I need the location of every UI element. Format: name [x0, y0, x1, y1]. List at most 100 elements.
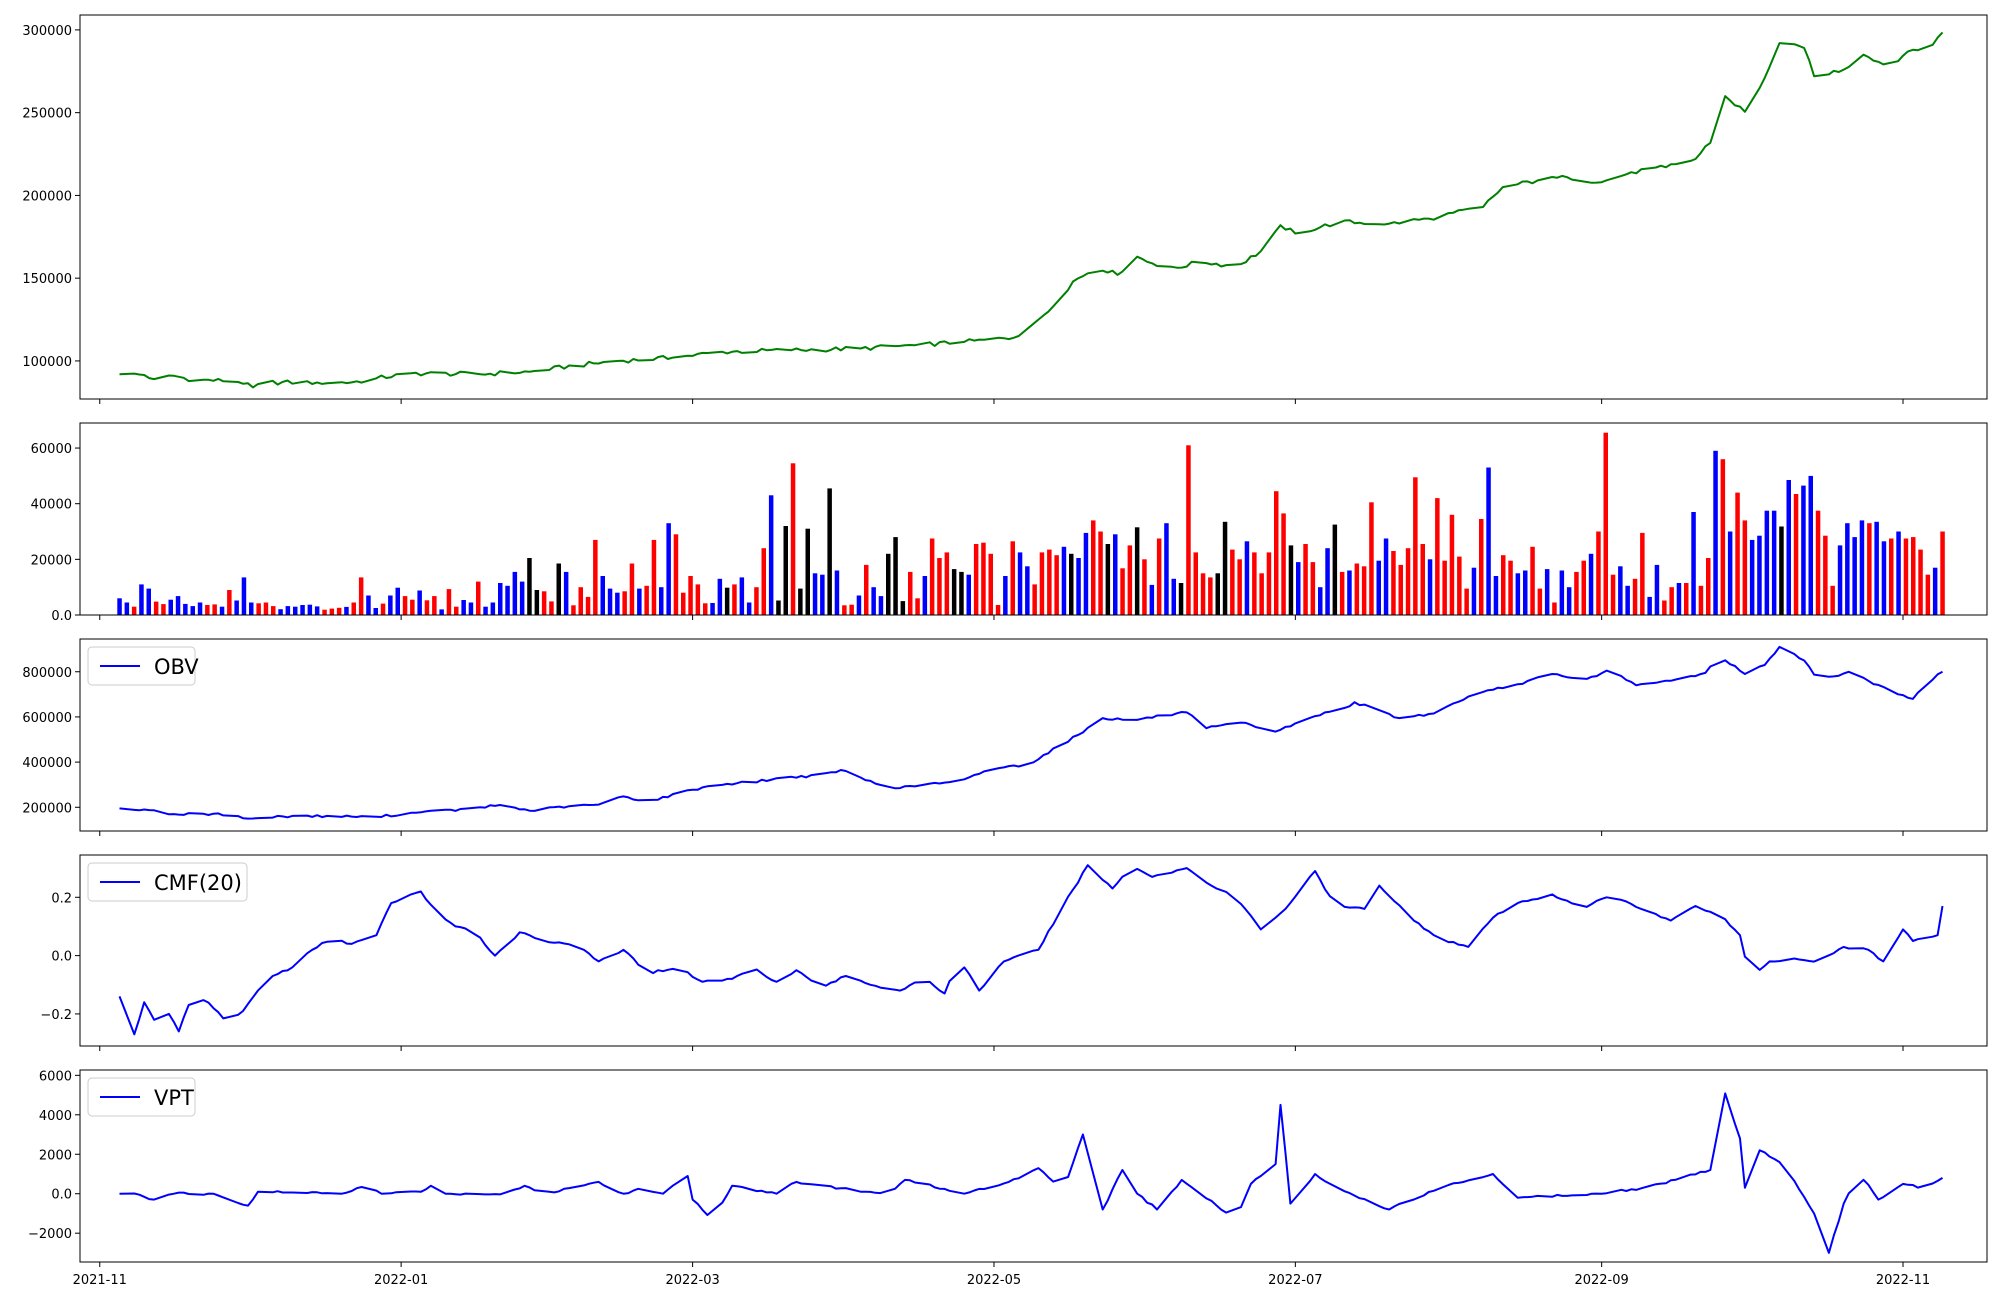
- volume-bar: [1237, 559, 1242, 615]
- volume-bar: [710, 603, 715, 615]
- volume-bar: [842, 605, 847, 615]
- volume-bar: [1296, 562, 1301, 615]
- y-tick-label: 6000: [39, 1069, 72, 1084]
- volume-bar: [205, 605, 210, 615]
- volume-bar: [293, 606, 298, 615]
- volume-bar: [336, 607, 342, 615]
- volume-bar: [498, 583, 503, 615]
- volume-bar: [1749, 539, 1755, 615]
- axes-frame: [79, 638, 1988, 832]
- volume-bar: [1757, 535, 1762, 615]
- volume-bar: [307, 604, 313, 615]
- y-tick-label: −0.2: [40, 1008, 72, 1023]
- volume-bar: [263, 602, 269, 615]
- volume-bar: [864, 564, 869, 615]
- volume-bar: [893, 537, 898, 615]
- volume-bar: [1845, 523, 1850, 615]
- volume-bar: [1530, 546, 1535, 615]
- y-tick-label: 100000: [22, 355, 72, 370]
- volume-bar: [1625, 585, 1630, 615]
- volume-bar: [1083, 532, 1089, 615]
- volume-bar: [1706, 558, 1711, 615]
- volume-bar: [1142, 559, 1147, 615]
- x-tick-label: 2022-11: [1876, 1273, 1930, 1288]
- volume-bar: [1391, 551, 1396, 615]
- volume-bar: [1032, 584, 1037, 615]
- volume-bar: [607, 588, 613, 615]
- volume-bar: [1471, 567, 1477, 615]
- volume-bar: [402, 596, 408, 615]
- legend-box: [87, 1077, 196, 1117]
- volume-bar: [1808, 475, 1813, 615]
- volume-bar: [1618, 566, 1623, 615]
- volume-bar: [439, 609, 444, 615]
- volume-bar: [1288, 545, 1294, 615]
- y-tick-label: −2000: [28, 1227, 72, 1242]
- volume-bar: [1054, 555, 1059, 615]
- volume-bar: [344, 606, 349, 615]
- volume-bar: [1332, 524, 1338, 615]
- volume-bar: [1801, 485, 1806, 615]
- volume-bar: [1764, 510, 1770, 615]
- volume-bar: [1178, 583, 1184, 615]
- volume-bar: [300, 605, 305, 615]
- legend-label: VPT: [154, 1086, 194, 1110]
- volume-bar: [783, 526, 788, 615]
- volume-bar: [563, 571, 569, 615]
- y-tick-label: 200000: [22, 189, 72, 204]
- volume-bar: [1830, 585, 1835, 615]
- volume-bar: [476, 581, 481, 615]
- volume-panel: 0.0 20000 40000 60000: [31, 422, 1988, 624]
- volume-bar: [1779, 526, 1784, 615]
- volume-bar: [249, 602, 254, 615]
- volume-bar: [871, 587, 876, 615]
- volume-bar: [446, 589, 452, 615]
- volume-bar: [922, 576, 928, 615]
- volume-bar: [1010, 541, 1015, 615]
- volume-bar: [1069, 553, 1074, 615]
- volume-bar: [1186, 445, 1191, 615]
- volume-bar: [951, 569, 957, 615]
- axes-frame: [79, 1069, 1988, 1263]
- volume-bar: [1222, 521, 1228, 615]
- volume-bar: [1610, 574, 1616, 615]
- volume-bar: [878, 596, 884, 615]
- volume-bar: [1867, 523, 1872, 615]
- axes-frame: [79, 854, 1988, 1047]
- volume-bar: [1501, 555, 1506, 615]
- volume-bar: [534, 590, 540, 615]
- volume-bar: [637, 588, 642, 615]
- volume-bar: [695, 584, 701, 615]
- volume-bar: [1039, 552, 1045, 615]
- volume-bar: [681, 592, 686, 615]
- volume-bar: [1025, 566, 1030, 615]
- volume-bar: [908, 571, 913, 615]
- volume-bar: [776, 600, 781, 615]
- volume-bar: [1596, 531, 1601, 615]
- volume-bar: [1405, 548, 1411, 615]
- volume-bar: [1771, 510, 1777, 615]
- volume-bar: [1713, 450, 1718, 615]
- volume-bar: [849, 604, 854, 615]
- volume-bar: [1559, 570, 1565, 615]
- volume-bar: [541, 591, 547, 615]
- volume-bar: [380, 603, 386, 615]
- volume-bar: [153, 601, 159, 615]
- volume-bar: [995, 605, 1001, 615]
- volume-bar: [190, 606, 195, 615]
- volume-bar: [519, 581, 525, 615]
- series-line: [119, 31, 1944, 389]
- volume-bar: [1698, 585, 1704, 615]
- volume-bar: [1354, 563, 1360, 615]
- volume-bar: [1449, 514, 1455, 615]
- volume-bar: [1720, 459, 1726, 615]
- volume-bar: [161, 604, 166, 615]
- volume-bar: [1786, 480, 1791, 615]
- volume-bar: [549, 601, 554, 615]
- legend-box: [87, 862, 248, 902]
- volume-bar: [1134, 527, 1140, 615]
- volume-bar: [1310, 562, 1316, 615]
- volume-bar: [1017, 552, 1023, 615]
- volume-bar: [461, 600, 466, 615]
- volume-bar: [768, 495, 774, 615]
